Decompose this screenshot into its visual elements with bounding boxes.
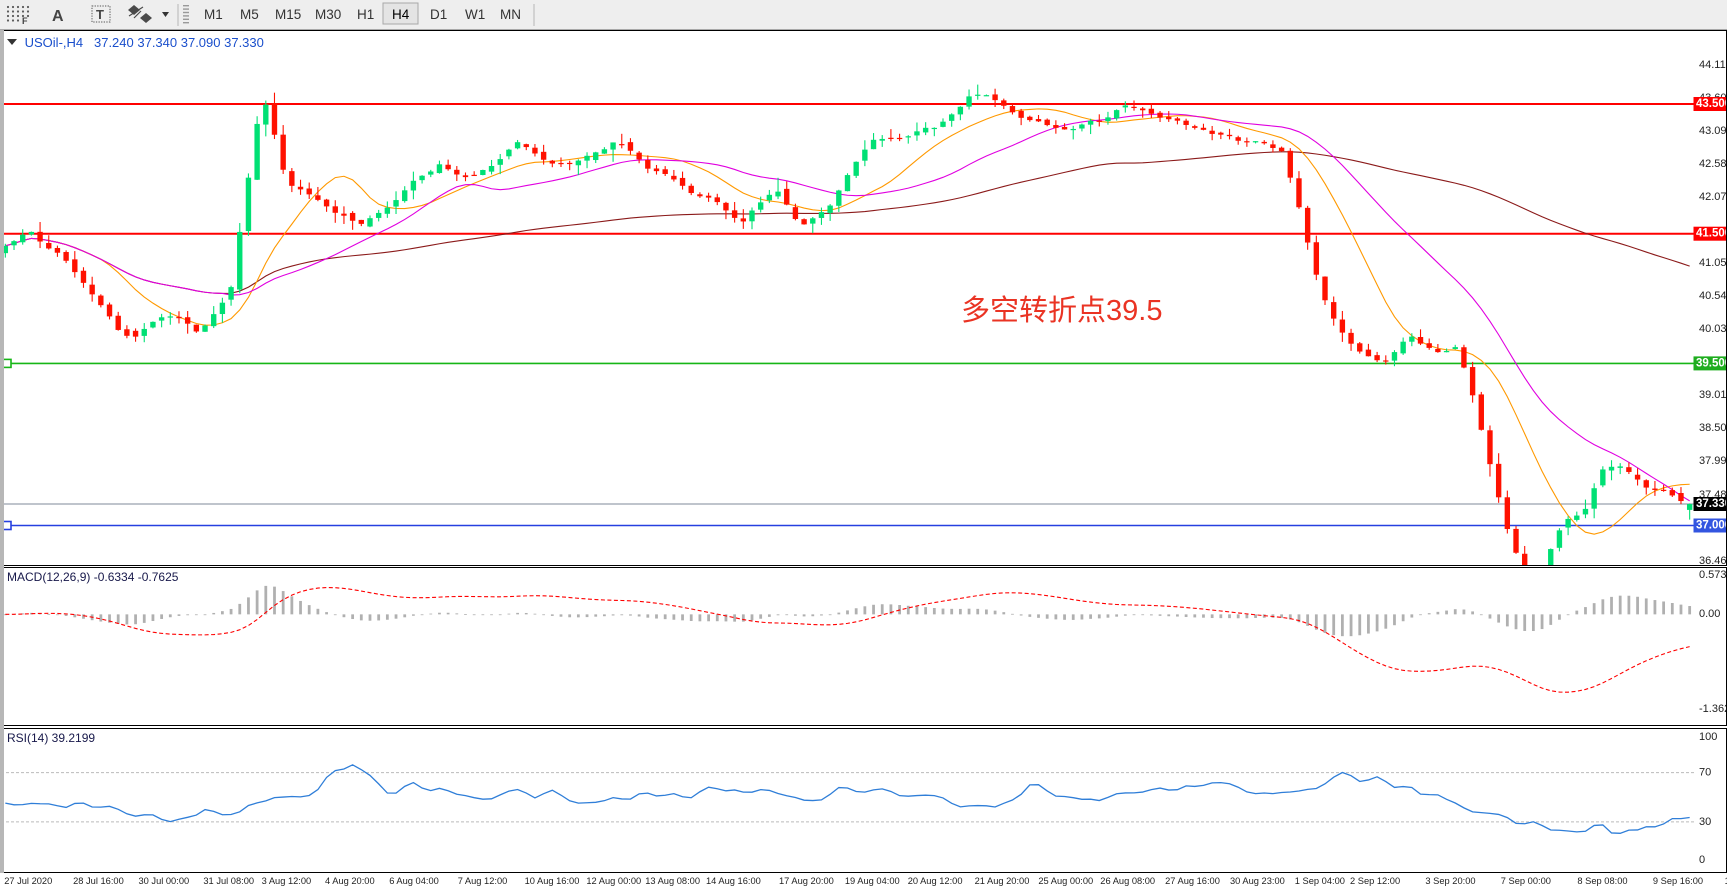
svg-text:17 Aug 20:00: 17 Aug 20:00 xyxy=(779,876,834,886)
svg-text:20 Aug 12:00: 20 Aug 12:00 xyxy=(908,876,963,886)
svg-text:MN: MN xyxy=(500,7,521,22)
svg-text:41.500: 41.500 xyxy=(1696,228,1727,240)
svg-text:3 Sep 20:00: 3 Sep 20:00 xyxy=(1425,876,1475,886)
svg-text:14 Aug 16:00: 14 Aug 16:00 xyxy=(706,876,761,886)
svg-text:38.505: 38.505 xyxy=(1699,422,1727,434)
svg-text:M1: M1 xyxy=(204,7,223,22)
svg-text:27 Jul 2020: 27 Jul 2020 xyxy=(4,876,52,886)
svg-text:W1: W1 xyxy=(465,7,485,22)
svg-text:100: 100 xyxy=(1699,731,1717,743)
svg-text:27 Aug 16:00: 27 Aug 16:00 xyxy=(1165,876,1220,886)
svg-text:2 Sep 12:00: 2 Sep 12:00 xyxy=(1350,876,1400,886)
svg-text:4 Aug 20:00: 4 Aug 20:00 xyxy=(325,876,375,886)
svg-text:40.545: 40.545 xyxy=(1699,290,1727,302)
svg-text:12 Aug 00:00: 12 Aug 00:00 xyxy=(586,876,641,886)
svg-text:42.075: 42.075 xyxy=(1699,191,1727,203)
svg-text:39.015: 39.015 xyxy=(1699,389,1727,401)
svg-text:A: A xyxy=(52,8,64,25)
svg-text:M30: M30 xyxy=(315,7,341,22)
svg-text:39.500: 39.500 xyxy=(1696,357,1727,369)
svg-text:30 Jul 00:00: 30 Jul 00:00 xyxy=(139,876,190,886)
svg-text:M5: M5 xyxy=(240,7,259,22)
svg-text:43.095: 43.095 xyxy=(1699,125,1727,137)
svg-text:H1: H1 xyxy=(357,7,374,22)
svg-text:3 Aug 12:00: 3 Aug 12:00 xyxy=(262,876,312,886)
svg-text:H4: H4 xyxy=(392,7,410,22)
svg-text:0.00: 0.00 xyxy=(1699,608,1720,620)
svg-text:44.115: 44.115 xyxy=(1699,59,1727,71)
svg-text:M15: M15 xyxy=(275,7,301,22)
svg-text:41.055: 41.055 xyxy=(1699,257,1727,269)
svg-text:70: 70 xyxy=(1699,767,1711,779)
svg-text:D1: D1 xyxy=(430,7,447,22)
svg-text:8 Sep 08:00: 8 Sep 08:00 xyxy=(1577,876,1627,886)
svg-text:0: 0 xyxy=(1699,854,1705,866)
svg-text:31 Jul 08:00: 31 Jul 08:00 xyxy=(203,876,254,886)
svg-text:30: 30 xyxy=(1699,816,1711,828)
svg-text:42.585: 42.585 xyxy=(1699,158,1727,170)
svg-text:19 Aug 04:00: 19 Aug 04:00 xyxy=(845,876,900,886)
svg-text:0.5734: 0.5734 xyxy=(1699,569,1727,581)
svg-text:28 Jul 16:00: 28 Jul 16:00 xyxy=(73,876,124,886)
svg-text:40.035: 40.035 xyxy=(1699,323,1727,335)
svg-text:10 Aug 16:00: 10 Aug 16:00 xyxy=(525,876,580,886)
svg-text:21 Aug 20:00: 21 Aug 20:00 xyxy=(975,876,1030,886)
svg-text:1 Sep 04:00: 1 Sep 04:00 xyxy=(1295,876,1345,886)
svg-text:37.995: 37.995 xyxy=(1699,455,1727,467)
svg-text:6 Aug 04:00: 6 Aug 04:00 xyxy=(389,876,439,886)
svg-text:T: T xyxy=(96,7,104,22)
svg-text:43.500: 43.500 xyxy=(1696,98,1727,110)
svg-text:7 Aug 12:00: 7 Aug 12:00 xyxy=(458,876,508,886)
svg-text:30 Aug 23:00: 30 Aug 23:00 xyxy=(1230,876,1285,886)
svg-text:F: F xyxy=(22,16,28,26)
svg-text:37.330: 37.330 xyxy=(1696,498,1727,510)
svg-text:37.000: 37.000 xyxy=(1696,520,1727,532)
svg-text:25 Aug 00:00: 25 Aug 00:00 xyxy=(1038,876,1093,886)
svg-text:36.465: 36.465 xyxy=(1699,555,1727,566)
svg-text:-1.3628: -1.3628 xyxy=(1699,703,1727,715)
svg-text:7 Sep 00:00: 7 Sep 00:00 xyxy=(1501,876,1551,886)
svg-text:9 Sep 16:00: 9 Sep 16:00 xyxy=(1653,876,1703,886)
svg-text:26 Aug 08:00: 26 Aug 08:00 xyxy=(1100,876,1155,886)
svg-text:13 Aug 08:00: 13 Aug 08:00 xyxy=(645,876,700,886)
svg-text:多空转折点39.5: 多空转折点39.5 xyxy=(961,294,1162,327)
